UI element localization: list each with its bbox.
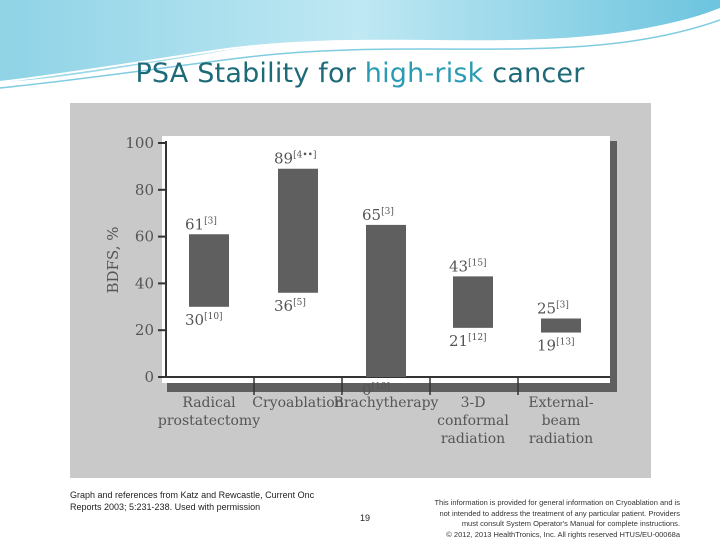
range-bar xyxy=(366,224,406,377)
y-tick-label: 80 xyxy=(135,181,154,199)
low-value-ref: [10] xyxy=(204,312,222,322)
x-category-label: Brachytherapy xyxy=(334,395,439,411)
page-number: 19 xyxy=(359,513,370,523)
disclaimer-line: not intended to address the treatment of… xyxy=(439,508,680,518)
x-category-label-line: Cryoablation xyxy=(252,395,343,411)
y-tick-label: 100 xyxy=(125,134,154,152)
high-value-ref: [4••] xyxy=(293,151,316,161)
low-value-ref: [12] xyxy=(468,333,486,343)
high-value-ref: [3] xyxy=(556,301,569,311)
low-value-ref: [10] xyxy=(372,382,390,392)
x-category-label-line: 3-D xyxy=(461,395,486,411)
range-bar xyxy=(278,168,318,293)
x-category-label: Radical prostatectomy xyxy=(158,395,260,429)
x-category-label-line: radiation xyxy=(441,431,505,447)
x-category-label: Cryoablation xyxy=(252,395,343,411)
slide-title: PSA Stability for high-risk cancer xyxy=(135,58,585,89)
title-highlight: high-risk xyxy=(364,58,484,89)
x-category-label-line: conformal xyxy=(437,413,509,429)
disclaimer-line: This information is provided for general… xyxy=(434,498,680,507)
high-value-ref: [3] xyxy=(204,216,217,226)
x-category-label-line: Brachytherapy xyxy=(334,395,439,411)
low-value-ref: [13] xyxy=(556,338,574,348)
high-value-ref: [3] xyxy=(381,207,394,217)
y-tick-label: 40 xyxy=(135,274,154,292)
range-bar xyxy=(453,276,493,328)
source-caption: Graph and references from Katz and Rewca… xyxy=(70,490,315,512)
y-tick-label: 0 xyxy=(144,368,154,386)
x-category-label-line: External- xyxy=(528,395,594,411)
chart-panel: 0 20 40 60 80 100 BDFS, % 61[3] 30[10] 89[4••] 36[… xyxy=(70,103,651,478)
range-bar xyxy=(189,234,229,307)
disclaimer-line: © 2012, 2013 HealthTronics, Inc. All rig… xyxy=(446,529,680,539)
x-category-label-line: beam xyxy=(542,413,581,429)
range-bar xyxy=(541,318,581,333)
x-category-label: 3-D conformal radiation xyxy=(437,395,509,447)
disclaimer-line: must consult System Operator's Manual fo… xyxy=(461,519,680,528)
x-category-label-line: radiation xyxy=(529,431,593,447)
header-wave-band xyxy=(0,0,720,89)
y-axis-label: BDFS, % xyxy=(104,227,122,294)
x-category-label: External-beam radiation xyxy=(528,395,594,447)
x-category-label-line: prostatectomy xyxy=(158,413,260,429)
y-tick-label: 20 xyxy=(135,321,154,339)
x-category-label-line: Radical xyxy=(182,395,236,411)
disclaimer: This information is provided for general… xyxy=(410,498,680,540)
y-tick-label: 60 xyxy=(135,228,154,246)
low-value-ref: [5] xyxy=(293,298,306,308)
high-value-ref: [15] xyxy=(468,258,486,268)
